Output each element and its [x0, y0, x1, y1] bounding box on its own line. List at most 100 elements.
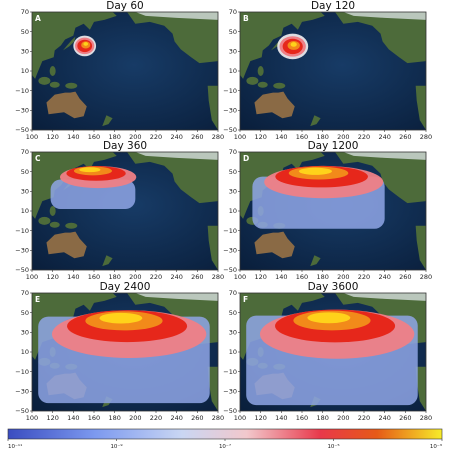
y-tick-label: 70 — [229, 289, 237, 297]
y-tick-label: −10 — [223, 227, 237, 235]
south-america-landmass — [207, 85, 218, 130]
map-panel-d: Day 1200 D 100 120 140 160 180 200 220 240 260 280 7… — [223, 140, 432, 281]
north-america-landmass — [127, 12, 218, 64]
x-tick-label: 200 — [129, 273, 141, 281]
asia-landmass — [32, 293, 117, 360]
x-tick-label: 120 — [254, 273, 266, 281]
x-tick-label: 240 — [378, 414, 390, 422]
island-landmass — [65, 82, 78, 89]
x-tick-label: 240 — [170, 133, 182, 141]
south-america-landmass — [207, 225, 218, 270]
australia-landmass — [254, 231, 295, 259]
y-tick-label: 30 — [229, 329, 237, 337]
arctic-snow — [343, 152, 426, 160]
australia-landmass — [254, 91, 295, 119]
asia-landmass — [32, 152, 117, 219]
concentration-plume — [73, 35, 97, 57]
panel-title: Day 2400 — [100, 281, 151, 293]
north-america-landmass — [335, 12, 426, 64]
x-tick-label: 260 — [191, 273, 203, 281]
y-tick-label: 50 — [21, 28, 29, 36]
panel-title: Day 3600 — [308, 281, 359, 293]
island-landmass — [49, 221, 60, 228]
arctic-snow — [135, 12, 218, 20]
new-zealand-island — [102, 255, 113, 267]
colorbar-tick-label: 10⁻⁷ — [219, 443, 231, 450]
y-tick-label: 30 — [21, 188, 29, 196]
x-tick-label: 120 — [254, 414, 266, 422]
x-tick-label: 180 — [316, 414, 328, 422]
concentration-plume — [277, 33, 309, 60]
y-tick-label: −30 — [15, 107, 29, 115]
panel-letter: F — [243, 295, 248, 304]
y-tick-label: −30 — [15, 247, 29, 255]
x-tick-label: 220 — [150, 133, 162, 141]
y-tick-label: 70 — [21, 289, 29, 297]
x-tick-label: 220 — [358, 133, 370, 141]
x-tick-label: 220 — [358, 414, 370, 422]
x-tick-label: 280 — [420, 414, 432, 422]
colorbar-tick-label: 10⁻⁵ — [327, 443, 339, 450]
x-tick-label: 100 — [26, 273, 38, 281]
x-tick-label: 180 — [108, 273, 120, 281]
y-tick-label: −50 — [15, 266, 29, 274]
island-landmass — [38, 216, 51, 225]
x-tick-label: 260 — [399, 273, 411, 281]
y-tick-label: 10 — [21, 207, 29, 215]
x-tick-label: 240 — [170, 273, 182, 281]
panel-title: Day 120 — [311, 0, 355, 12]
island-landmass — [257, 66, 264, 76]
asia-landmass — [32, 12, 117, 79]
panel-letter: A — [35, 14, 41, 23]
x-tick-label: 140 — [275, 414, 287, 422]
island-landmass — [246, 76, 259, 85]
y-tick-label: 10 — [229, 67, 237, 75]
y-tick-label: 70 — [229, 148, 237, 156]
concentration-plume — [252, 165, 385, 229]
panel-letter: C — [35, 154, 41, 163]
x-tick-label: 140 — [275, 133, 287, 141]
x-tick-label: 140 — [67, 133, 79, 141]
island-landmass — [49, 81, 60, 88]
map-panel-c: Day 360 C 100 120 140 160 180 200 220 240 260 280 70… — [15, 140, 224, 281]
map-panel-f: Day 3600 F 100 120 140 160 180 200 220 240 260 280 7… — [223, 281, 432, 422]
y-tick-label: 70 — [21, 148, 29, 156]
x-tick-label: 140 — [67, 273, 79, 281]
asia-landmass — [240, 293, 325, 360]
x-tick-label: 200 — [129, 414, 141, 422]
new-zealand-island — [102, 115, 113, 127]
island-landmass — [49, 66, 56, 76]
y-tick-label: −10 — [223, 368, 237, 376]
x-tick-label: 100 — [26, 414, 38, 422]
x-tick-label: 100 — [234, 273, 246, 281]
x-tick-label: 280 — [420, 133, 432, 141]
y-tick-label: 30 — [229, 48, 237, 56]
island-landmass — [38, 76, 51, 85]
x-tick-label: 220 — [358, 273, 370, 281]
x-tick-label: 120 — [46, 414, 58, 422]
x-tick-label: 280 — [420, 273, 432, 281]
x-tick-label: 120 — [46, 273, 58, 281]
y-tick-label: −10 — [15, 227, 29, 235]
x-tick-label: 200 — [337, 133, 349, 141]
y-tick-label: 30 — [21, 48, 29, 56]
y-tick-label: −10 — [223, 87, 237, 95]
x-tick-label: 280 — [212, 133, 224, 141]
x-tick-label: 160 — [296, 133, 308, 141]
south-america-landmass — [415, 85, 426, 130]
x-tick-label: 260 — [191, 414, 203, 422]
island-landmass — [65, 222, 78, 229]
y-tick-label: 10 — [21, 67, 29, 75]
new-zealand-island — [310, 115, 321, 127]
y-tick-label: −10 — [15, 368, 29, 376]
x-tick-label: 100 — [234, 414, 246, 422]
panel-letter: D — [243, 154, 249, 163]
x-tick-label: 280 — [212, 273, 224, 281]
x-tick-label: 140 — [67, 414, 79, 422]
panel-title: Day 60 — [106, 0, 143, 12]
y-tick-label: −30 — [223, 388, 237, 396]
concentration-plume — [246, 309, 418, 406]
y-tick-label: −50 — [223, 407, 237, 415]
map-panel-e: Day 2400 E 100 120 140 160 180 200 220 240 260 280 7… — [15, 281, 224, 422]
y-tick-label: −30 — [223, 107, 237, 115]
